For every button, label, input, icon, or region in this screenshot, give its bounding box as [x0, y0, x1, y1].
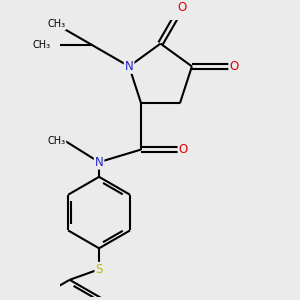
- Text: CH₃: CH₃: [33, 40, 51, 50]
- Text: O: O: [177, 1, 186, 14]
- Text: N: N: [95, 156, 103, 169]
- Text: CH₃: CH₃: [47, 136, 65, 146]
- Text: O: O: [178, 143, 188, 156]
- Text: O: O: [229, 60, 239, 73]
- Text: CH₃: CH₃: [47, 20, 65, 29]
- Text: S: S: [95, 263, 103, 276]
- Text: N: N: [125, 60, 134, 73]
